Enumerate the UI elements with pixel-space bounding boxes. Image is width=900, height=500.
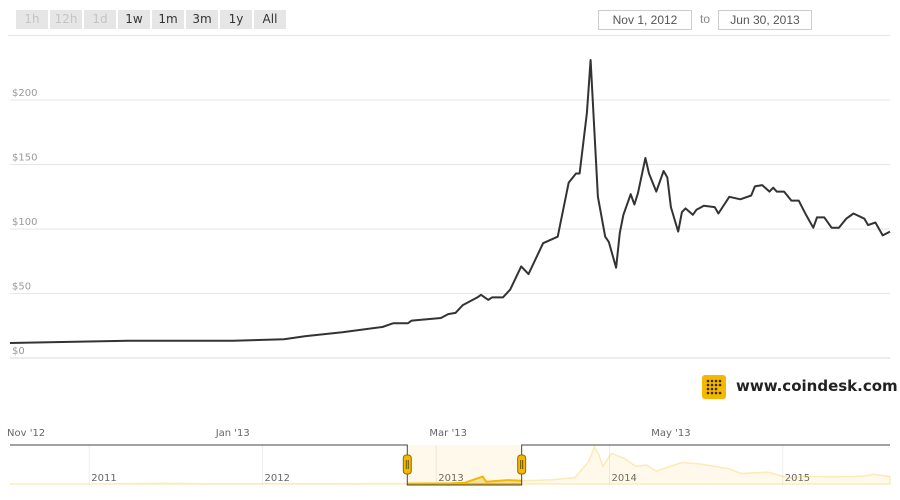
navigator-tick-label: 2011 (91, 473, 116, 484)
from-date-input[interactable]: Nov 1, 2012 (598, 10, 692, 30)
y-tick-label: $200 (12, 88, 37, 99)
range-button-all[interactable]: All (254, 10, 286, 29)
navigator-outline (10, 444, 890, 486)
handle-grip-icon (402, 454, 412, 475)
x-tick-label: May '13 (651, 428, 690, 439)
to-label: to (700, 12, 711, 26)
navigator-tick-label: 2013 (438, 473, 463, 484)
range-button-3m[interactable]: 3m (186, 10, 218, 29)
range-button-1y[interactable]: 1y (220, 10, 252, 29)
navigator-tick-label: 2015 (785, 473, 810, 484)
navigator-tick-label: 2014 (611, 473, 636, 484)
navigator-selected-range (407, 445, 522, 485)
to-date-input[interactable]: Jun 30, 2013 (718, 10, 812, 30)
handle-grip-icon (517, 454, 527, 475)
price-line (9, 59, 891, 344)
divider (8, 35, 890, 36)
x-tick-label: Mar '13 (429, 428, 467, 439)
navigator-tick-label: 2012 (265, 473, 290, 484)
x-tick-label: Nov '12 (7, 428, 45, 439)
y-tick-label: $100 (12, 217, 37, 228)
range-button-1h[interactable]: 1h (16, 10, 48, 29)
range-button-12h[interactable]: 12h (50, 10, 82, 29)
coindesk-grid-icon (702, 375, 726, 399)
coindesk-logo-text: www.coindesk.com (736, 377, 898, 395)
range-button-1m[interactable]: 1m (152, 10, 184, 29)
y-tick-label: $0 (12, 346, 25, 357)
y-tick-label: $50 (12, 282, 31, 293)
y-tick-label: $150 (12, 153, 37, 164)
range-button-1d[interactable]: 1d (84, 10, 116, 29)
range-button-1w[interactable]: 1w (118, 10, 150, 29)
navigator: 2011 2012 2013 2014 2015 (10, 444, 891, 486)
navigator-handle-right[interactable] (517, 454, 527, 475)
navigator-handle-left[interactable] (402, 454, 412, 475)
x-tick-label: Jan '13 (215, 428, 250, 439)
